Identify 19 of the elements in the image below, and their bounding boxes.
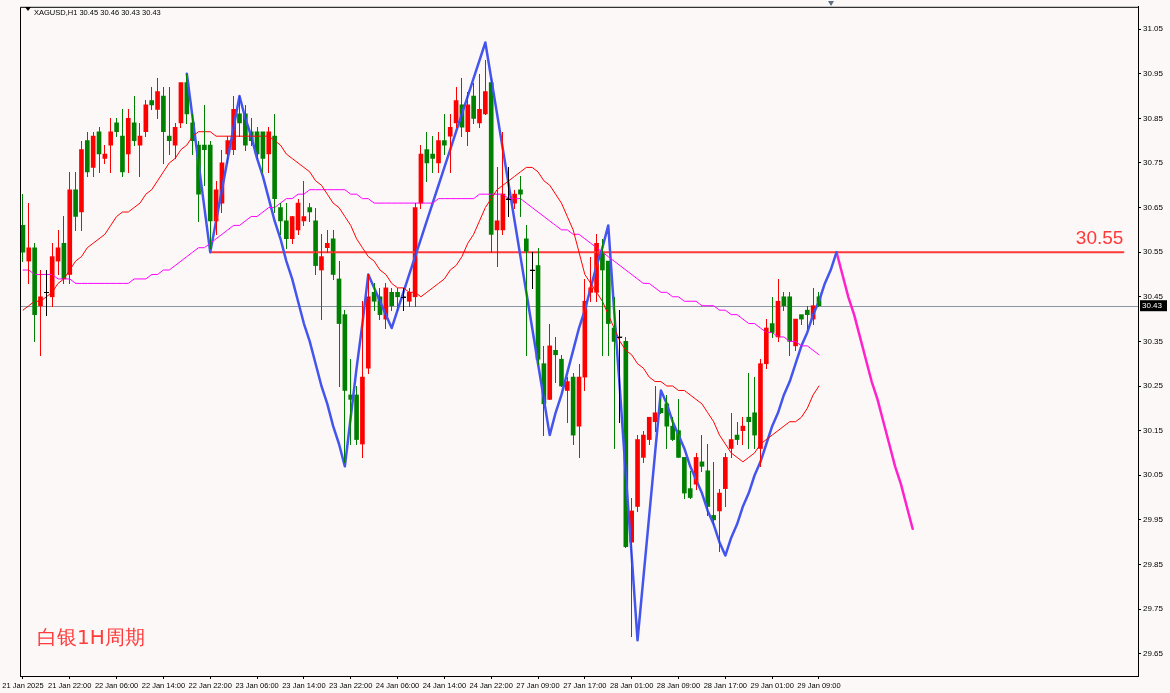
y-tick-label: 29.75	[1143, 604, 1164, 614]
candlestick	[518, 175, 523, 218]
annotation: 白银1H周期	[37, 625, 145, 650]
y-tick-label: 30.05	[1143, 470, 1164, 480]
y-tick-label: 29.85	[1143, 559, 1164, 569]
ref-line-label: 30.43	[1142, 301, 1163, 311]
y-tick-label: 30.55	[1143, 247, 1164, 257]
series-label: 30.55	[1075, 227, 1124, 249]
y-tick-label: 31.05	[1143, 24, 1164, 34]
y-tick-label: 30.15	[1143, 425, 1164, 435]
y-tick-label: 30.85	[1143, 113, 1164, 123]
y-tick-label: 29.95	[1143, 515, 1164, 525]
y-tick-label: 30.95	[1143, 68, 1164, 78]
y-tick-label: 30.75	[1143, 158, 1164, 168]
y-tick-label: 30.45	[1143, 291, 1164, 301]
y-tick-label: 30.25	[1143, 381, 1164, 391]
y-tick-label: 30.35	[1143, 336, 1164, 346]
y-tick-label: 30.65	[1143, 202, 1164, 212]
y-tick-label: 29.65	[1143, 648, 1164, 658]
